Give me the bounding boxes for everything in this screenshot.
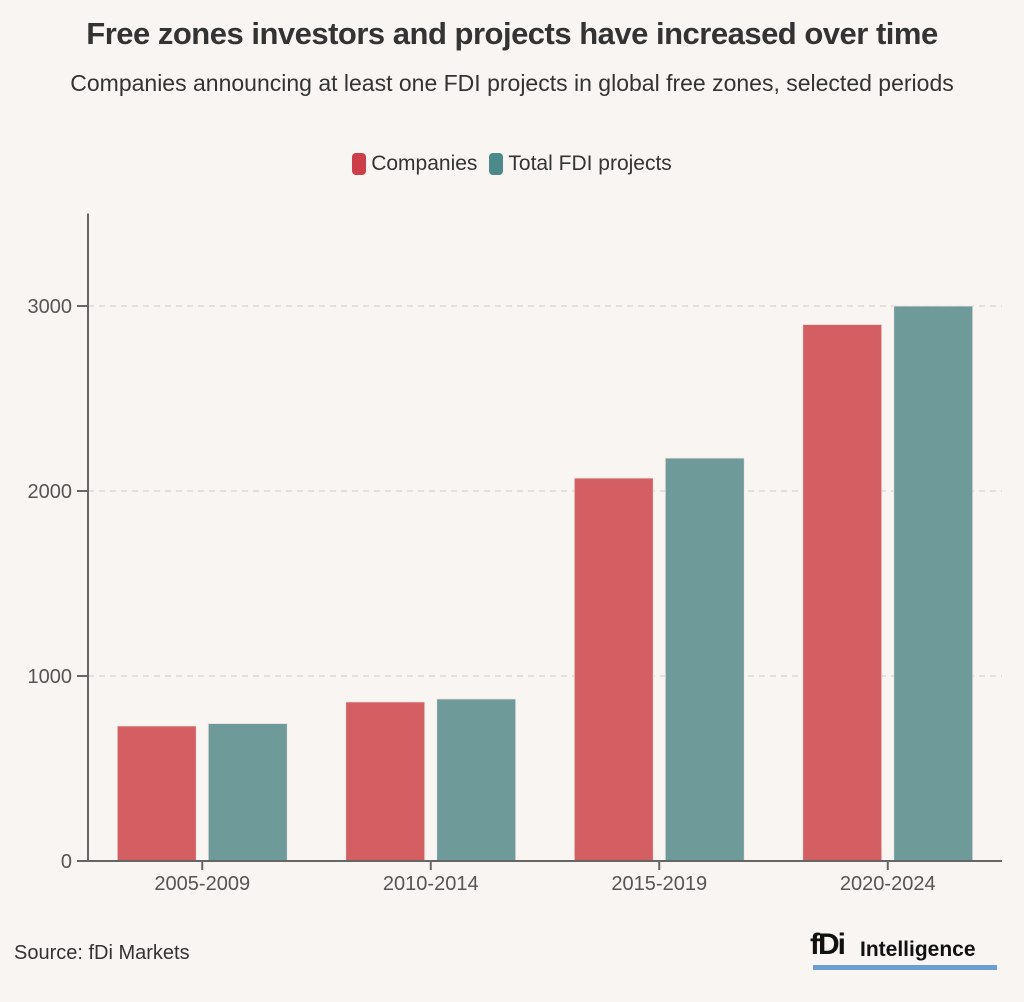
x-tick-label: 2010-2014 (383, 873, 479, 895)
legend-swatch-companies (352, 153, 367, 175)
source-note: Source: fDi Markets (14, 942, 190, 964)
bar-companies (573, 477, 654, 862)
x-tick-label: 2015-2019 (611, 873, 707, 895)
chart-title: Free zones investors and projects have i… (86, 16, 938, 51)
y-tick-label: 3000 (28, 296, 73, 318)
fdi-intelligence-logo: fDi Intelligence (810, 928, 998, 972)
bar-companies (345, 701, 426, 862)
y-tick-label: 2000 (28, 481, 73, 503)
logo-underline (813, 965, 997, 970)
legend-item-companies[interactable]: Companies (352, 152, 477, 176)
chart-subtitle: Companies announcing at least one FDI pr… (70, 70, 954, 96)
bar-companies (116, 725, 197, 862)
y-tick-label: 1000 (28, 666, 73, 688)
bar-projects (207, 723, 288, 862)
bar-projects (436, 698, 517, 862)
legend: Companies Total FDI projects (0, 152, 1024, 176)
bar-projects (664, 457, 745, 862)
logo-mark: fDi (810, 928, 846, 961)
bar-companies (802, 324, 883, 862)
legend-swatch-projects (489, 153, 504, 175)
x-tick-label: 2005-2009 (154, 873, 250, 895)
legend-label-companies: Companies (371, 152, 478, 175)
legend-item-projects[interactable]: Total FDI projects (489, 152, 672, 176)
bar-projects (893, 305, 974, 862)
logo-text: Intelligence (860, 938, 976, 961)
y-tick-label: 0 (61, 851, 72, 873)
legend-label-projects: Total FDI projects (508, 152, 672, 175)
x-tick-label: 2020-2024 (840, 873, 936, 895)
